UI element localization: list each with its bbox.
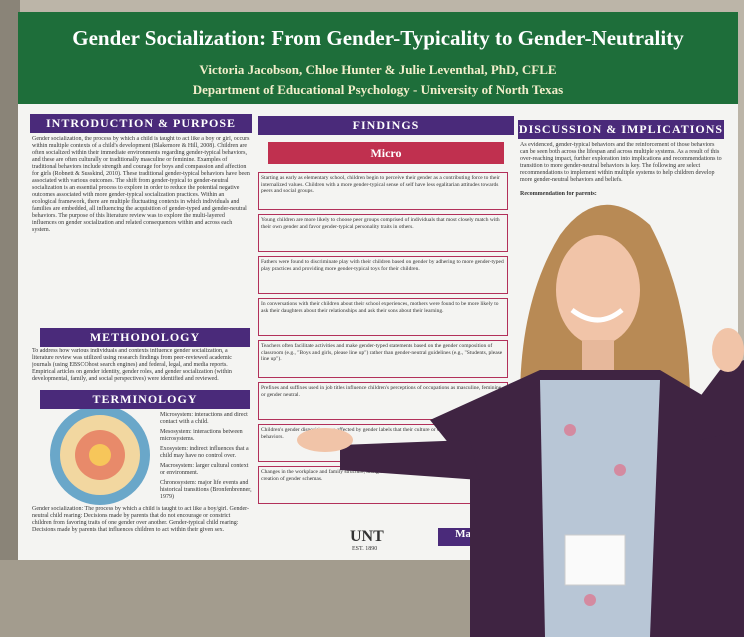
section-heading: FINDINGS (258, 116, 514, 135)
method-text: To address how various individuals and c… (32, 348, 232, 382)
term: Exosystem: indirect influences that a ch… (160, 446, 249, 459)
logo: UNT (350, 528, 384, 545)
term: Chronosystem: major life events and hist… (160, 480, 252, 500)
definitions: Gender socialization: The process by whi… (32, 506, 250, 533)
department: Department of Educational Psychology - U… (192, 82, 564, 97)
finding-box: Teachers often facilitate activities and… (258, 340, 508, 378)
section-heading: INTRODUCTION & PURPOSE (30, 114, 252, 133)
finding-box: Young children are more likely to choose… (258, 214, 508, 252)
finding-box: In conversations with their children abo… (258, 298, 508, 336)
poster-title: Gender Socialization: From Gender-Typica… (72, 26, 684, 50)
discussion-text: As evidenced, gender-typical behaviors a… (520, 142, 722, 183)
finding-box: Starting as early as elementary school, … (258, 172, 508, 210)
micro-banner: Micro (268, 142, 504, 164)
finding-box: Fathers were found to discriminate play … (258, 256, 508, 294)
term: Microsystem: interactions and direct con… (160, 412, 248, 425)
findings-boxes: Starting as early as elementary school, … (258, 172, 508, 508)
section-heading: DISCUSSION & IMPLICATIONS (518, 120, 724, 139)
recommendation: Recommendation for parents: (520, 191, 597, 197)
section-heading: TERMINOLOGY (40, 390, 250, 409)
intro-text: Gender socialization, the process by whi… (32, 136, 250, 233)
terms: Microsystem: interactions and direct con… (160, 412, 252, 504)
logo-est: EST. 1890 (352, 546, 378, 552)
section-heading: METHODOLOGY (40, 328, 250, 347)
authors: Victoria Jacobson, Chloe Hunter & Julie … (199, 62, 557, 77)
term: Mesosystem: interactions between microsy… (160, 429, 243, 442)
term: Macrosystem: larger cultural context or … (160, 463, 249, 476)
